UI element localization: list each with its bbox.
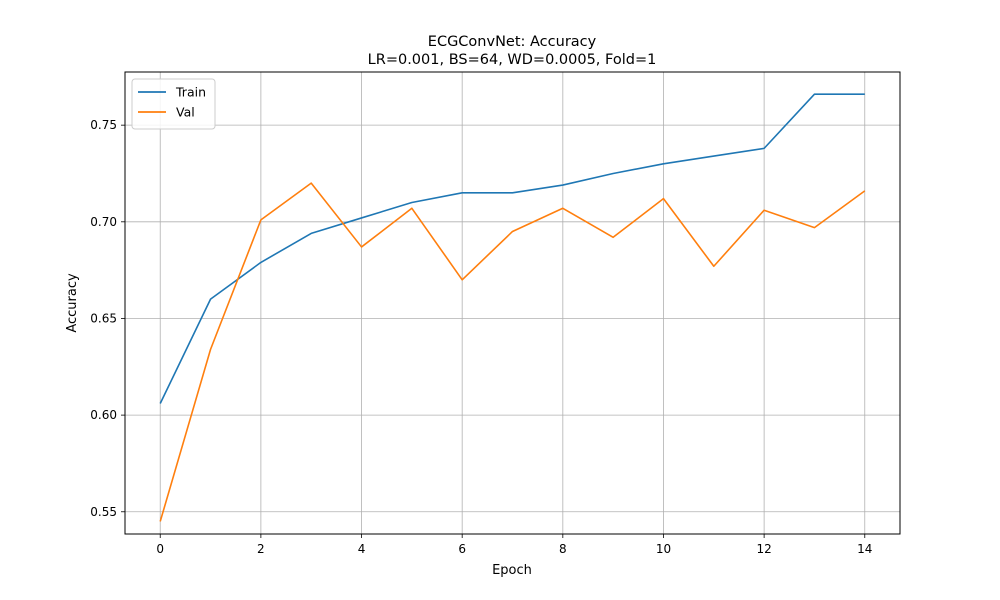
data-point-val (210, 348, 212, 350)
data-point-train (813, 93, 815, 95)
data-point-train (361, 217, 363, 219)
x-tick-label: 0 (156, 542, 164, 556)
chart-title: ECGConvNet: Accuracy (428, 34, 597, 50)
data-point-val (512, 230, 514, 232)
x-tick-label: 6 (458, 542, 466, 556)
data-point-train (461, 192, 463, 194)
data-point-train (159, 403, 161, 405)
plot-frame (124, 71, 901, 535)
x-tick-label: 14 (857, 542, 872, 556)
data-point-train (763, 147, 765, 149)
data-point-train (310, 232, 312, 234)
data-point-val (159, 520, 161, 522)
data-point-val (461, 279, 463, 281)
data-point-val (562, 207, 564, 209)
data-point-train (662, 163, 664, 165)
tick-layer: 0 2 4 6 8 10 12 14 0.55 0.60 0.65 0.70 0.75 (90, 118, 872, 556)
y-tick-label: 0.65 (90, 311, 117, 325)
data-point-val (310, 182, 312, 184)
x-tick-label: 12 (756, 542, 771, 556)
data-point-train (612, 172, 614, 174)
data-point-train (210, 298, 212, 300)
x-axis-label: Epoch (492, 563, 532, 578)
series-line-train (159, 93, 865, 404)
legend: Train Val (131, 78, 216, 130)
data-point-train (562, 184, 564, 186)
series-layer (159, 93, 866, 522)
data-point-val (813, 227, 815, 229)
x-tick-label: 8 (559, 542, 567, 556)
y-tick-label: 0.60 (90, 408, 117, 422)
data-point-val (662, 198, 664, 200)
grid-layer (125, 72, 900, 534)
x-tick-label: 4 (358, 542, 366, 556)
data-point-train (864, 93, 866, 95)
data-point-val (411, 207, 413, 209)
y-axis-label: Accuracy (65, 273, 80, 333)
data-point-val (864, 190, 866, 192)
y-tick-label: 0.55 (90, 505, 117, 519)
data-point-train (512, 192, 514, 194)
data-point-val (612, 236, 614, 238)
data-point-train (260, 261, 262, 263)
y-tick-label: 0.75 (90, 118, 117, 132)
x-tick-label: 2 (257, 542, 265, 556)
series-line-val (159, 182, 866, 522)
data-point-val (361, 246, 363, 248)
data-point-train (713, 155, 715, 157)
x-tick-label: 10 (656, 542, 671, 556)
legend-label: Train (175, 85, 206, 100)
data-point-val (713, 265, 715, 267)
data-point-val (763, 209, 765, 211)
legend-label: Val (176, 105, 195, 120)
data-point-train (411, 201, 413, 203)
y-tick-label: 0.70 (90, 215, 117, 229)
data-point-val (260, 219, 262, 221)
chart-subtitle: LR=0.001, BS=64, WD=0.0005, Fold=1 (368, 52, 657, 68)
